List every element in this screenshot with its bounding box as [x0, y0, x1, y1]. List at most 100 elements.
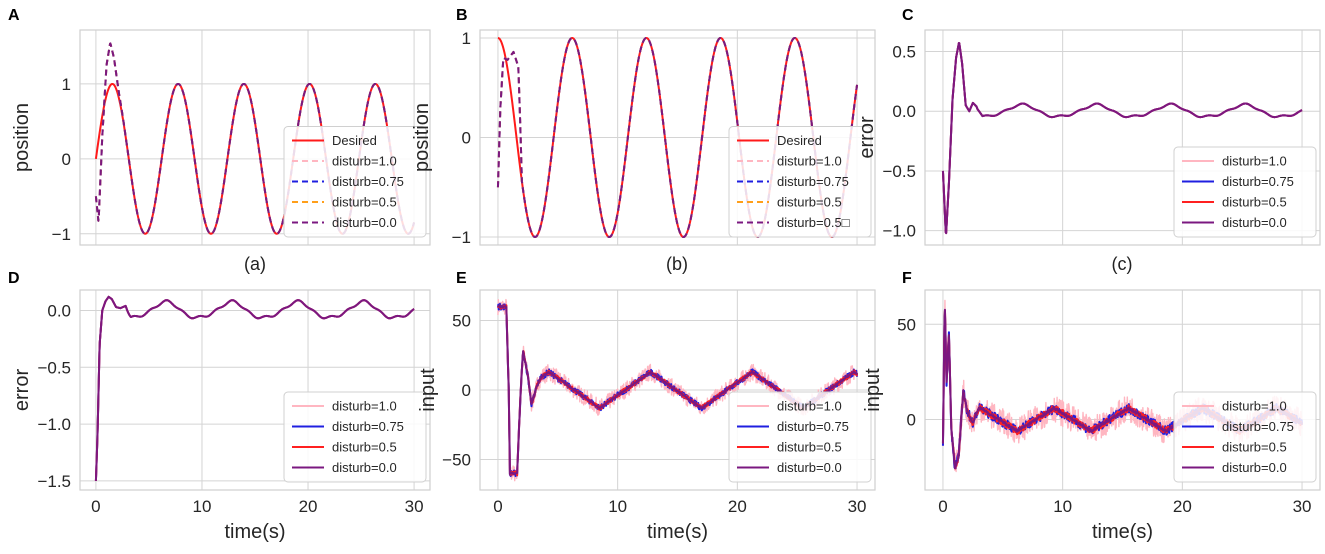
x-tick-label: 10	[1053, 497, 1072, 516]
legend-label: disturb=0.75	[332, 174, 404, 189]
legend-label: disturb=0.0	[332, 215, 397, 230]
x-tick-label: 10	[193, 497, 212, 516]
legend-box	[283, 391, 427, 483]
x-tick-label: 0	[938, 497, 947, 516]
y-tick-label: −1.0	[882, 222, 916, 241]
x-tick-label: 20	[299, 497, 318, 516]
y-tick-label: 1	[462, 29, 471, 48]
panel-letter: B	[456, 7, 468, 24]
y-axis-label: error	[856, 116, 878, 159]
y-axis-label: position	[11, 103, 33, 172]
x-axis-label: time(s)	[224, 521, 285, 543]
legend-label: disturb=1.0	[777, 154, 842, 169]
series-line	[94, 295, 415, 481]
legend-box	[728, 391, 872, 483]
legend-label: disturb=0.5	[332, 195, 397, 210]
y-axis-label: input	[862, 368, 884, 412]
y-tick-label: −1	[452, 228, 471, 247]
y-tick-label: 0	[907, 411, 916, 430]
y-tick-label: −1	[52, 225, 71, 244]
panel-letter: F	[902, 270, 912, 287]
y-axis-label: input	[417, 368, 439, 412]
series-group	[94, 295, 415, 481]
plot-frame	[479, 289, 876, 491]
legend-label: disturb=1.0	[1222, 154, 1287, 169]
legend-label: disturb=0.5	[332, 440, 397, 455]
legend-label: disturb=0.5□	[777, 215, 850, 230]
chart-b: −1 0 1 position B (b) Desired disturb=1.0 distur…	[411, 7, 876, 274]
legend: disturb=1.0 disturb=0.75 disturb=0.5 distur…	[1173, 146, 1317, 238]
x-tick-label: 0	[91, 497, 100, 516]
y-tick-label: 0.5	[892, 43, 916, 62]
legend-label: disturb=1.0	[777, 399, 842, 414]
legend-box	[283, 126, 427, 238]
legend-label: disturb=0.0	[1222, 460, 1287, 475]
x-tick-label: 20	[728, 497, 747, 516]
y-tick-label: 0	[62, 150, 71, 169]
x-tick-label: 0	[493, 497, 502, 516]
legend-label: disturb=0.5	[777, 195, 842, 210]
legend-label: disturb=0.75	[777, 419, 849, 434]
legend-label: disturb=0.75	[1222, 419, 1294, 434]
y-axis-label: position	[411, 103, 433, 172]
x-tick-label: 10	[608, 497, 627, 516]
y-tick-label: −50	[442, 450, 471, 469]
y-tick-label: 50	[897, 315, 916, 334]
legend-label: disturb=0.5	[1222, 195, 1287, 210]
legend-label: disturb=1.0	[1222, 399, 1287, 414]
panel-caption: (a)	[244, 254, 266, 274]
y-tick-label: 0	[462, 129, 471, 148]
y-tick-label: 0	[462, 381, 471, 400]
plot-frame	[479, 29, 876, 246]
legend-label: disturb=1.0	[332, 154, 397, 169]
chart-a: −1 0 1 position A (a) Desired disturb=1.0 distur…	[8, 7, 431, 274]
plot-frame	[924, 289, 1321, 491]
legend-label: disturb=1.0	[332, 399, 397, 414]
legend-label: disturb=0.0	[332, 460, 397, 475]
legend-label: disturb=0.5	[1222, 440, 1287, 455]
panel-letter: D	[8, 270, 20, 287]
panel-letter: E	[456, 270, 467, 287]
series-line	[497, 36, 859, 239]
y-tick-label: 50	[452, 312, 471, 331]
legend-box	[728, 126, 872, 238]
y-tick-label: 1	[62, 75, 71, 94]
legend-label: disturb=0.5	[777, 440, 842, 455]
legend-label: Desired	[332, 133, 377, 148]
series-line	[941, 41, 1303, 235]
x-tick-label: 20	[1173, 497, 1192, 516]
legend: disturb=1.0 disturb=0.75 disturb=0.5 distur…	[1173, 391, 1317, 483]
series-group	[496, 36, 859, 239]
legend-box	[1173, 391, 1317, 483]
legend: Desired disturb=1.0 disturb=0.75 disturb=0.…	[728, 126, 872, 238]
panel-caption: (b)	[666, 254, 688, 274]
legend: Desired disturb=1.0 disturb=0.75 disturb=0.…	[283, 126, 427, 238]
legend-label: disturb=0.75	[332, 419, 404, 434]
y-tick-label: −1.0	[37, 415, 71, 434]
legend-label: disturb=0.75	[1222, 174, 1294, 189]
y-tick-label: −0.5	[882, 162, 916, 181]
x-tick-label: 30	[1293, 497, 1312, 516]
legend-label: disturb=0.0	[777, 460, 842, 475]
chart-d: −1.5 −1.0 −0.5 0.0 0 10 20 30 error time(s) Ddistu…	[8, 270, 431, 543]
plot-frame	[79, 29, 431, 246]
y-axis-label: error	[11, 369, 33, 412]
chart-c: −1.0−0.50.00.5errorC(c)disturb=1.0distur…	[856, 7, 1321, 274]
series-group	[941, 41, 1303, 235]
x-axis-label: time(s)	[1092, 521, 1153, 543]
y-tick-label: −1.5	[37, 472, 71, 491]
y-tick-label: −0.5	[37, 358, 71, 377]
x-axis-label: time(s)	[647, 521, 708, 543]
legend-box	[1173, 146, 1317, 238]
legend: disturb=1.0 disturb=0.75 disturb=0.5 distur…	[283, 391, 427, 483]
panel-letter: A	[8, 7, 20, 24]
legend-label: Desired	[777, 133, 822, 148]
x-tick-label: 30	[405, 497, 424, 516]
plot-frame	[79, 289, 431, 491]
legend-label: disturb=0.75	[777, 174, 849, 189]
plot-frame	[924, 29, 1321, 246]
y-tick-label: 0.0	[892, 102, 916, 121]
